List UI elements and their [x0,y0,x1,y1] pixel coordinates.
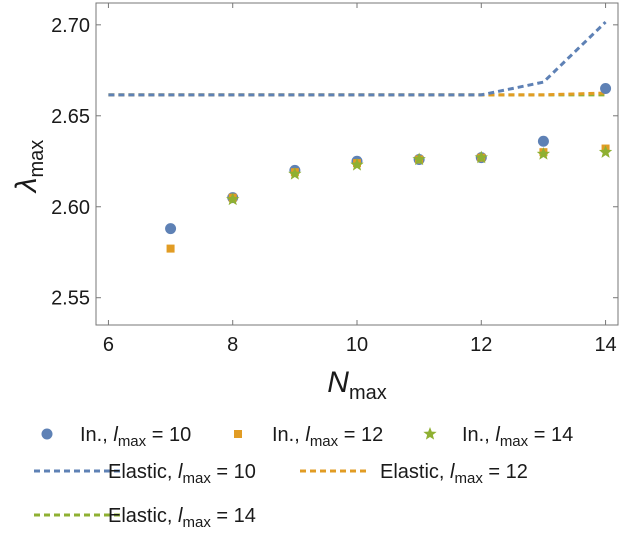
x-tick-label: 8 [227,334,238,356]
y-tick-label: 2.65 [51,106,90,128]
y-axis-label-sub: max [26,140,48,178]
y-tick-label: 2.60 [51,197,90,219]
legend-marker-circle [41,428,53,440]
x-tick-label: 14 [594,334,616,356]
data-point-star [288,167,302,180]
x-axis-label-sub: max [349,382,387,404]
ticks-layer: 6 8 10 12 14 2.55 2.60 2.65 2.70 [51,3,618,356]
legend-marker-square [234,430,242,438]
data-point-circle [600,83,612,95]
x-axis-label-base: N [327,366,349,399]
legend-label: In., lmax = 14 [462,424,573,450]
data-point-star [598,145,613,158]
points-layer [165,83,613,253]
x-tick-label: 10 [346,334,368,356]
data-point-star [412,152,426,166]
legend-label: In., lmax = 10 [80,424,191,450]
data-point-star [536,146,551,160]
data-point-star [226,192,240,206]
legend-marker-star [423,427,437,440]
lines-layer [108,21,607,97]
legend-label: Elastic, lmax = 10 [108,461,256,487]
legend-label: Elastic, lmax = 12 [380,461,528,487]
elastic-line [108,21,607,97]
data-point-star [474,150,488,164]
data-point-circle [165,223,177,235]
y-tick-label: 2.70 [51,15,90,37]
y-axis-label-base: λ [10,178,43,195]
x-axis-label: Nmax [327,366,386,404]
data-point-square [166,244,175,253]
x-tick-label: 12 [470,334,492,356]
legend: In., lmax = 10 In., lmax = 12 In., lmax = … [34,424,573,531]
data-point-star [350,157,364,171]
legend-label: In., lmax = 12 [272,424,383,450]
y-tick-label: 2.55 [51,288,90,310]
legend-label: Elastic, lmax = 14 [108,505,256,531]
data-point-circle [537,135,549,147]
x-tick-label: 6 [103,334,114,356]
y-axis-label: λmax [10,140,48,195]
